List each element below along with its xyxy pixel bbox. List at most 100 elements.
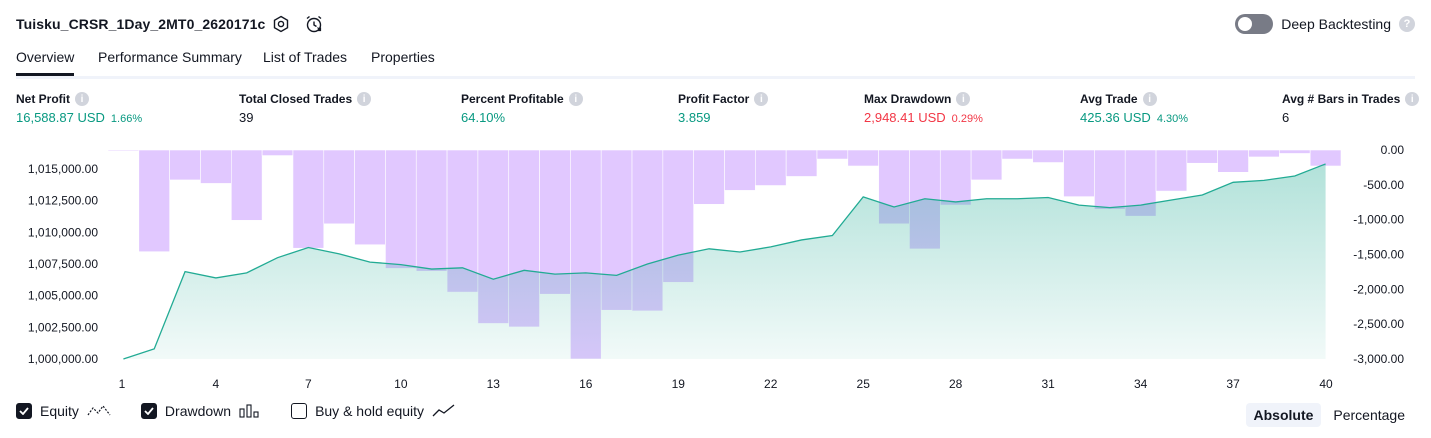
deep-backtesting-toggle[interactable] [1235,14,1274,34]
right-axis-tick-label: -500.00 [1363,178,1404,192]
info-icon[interactable]: i [1142,92,1157,106]
tab-overview[interactable]: Overview [16,49,75,76]
metric-label-net-profit: Net Profit i [16,92,142,106]
info-icon[interactable]: i [75,92,89,106]
info-icon[interactable]: i [568,92,583,106]
x-axis-tick-label: 13 [487,377,501,391]
left-axis-tick-label: 1,012,500.00 [28,194,98,208]
total-closed-trades-label: Total Closed Trades [239,92,353,106]
metric-max-drawdown: Max Drawdown i 2,948.41 USD 0.29% [864,92,983,125]
metric-net-profit: Net Profit i 16,588.87 USD 1.66% [16,92,142,125]
strategy-title: Tuisku_CRSR_1Day_2MT0_2620171c [16,16,266,32]
drawdown-bar [1094,149,1126,210]
info-icon[interactable]: i [754,92,769,106]
deep-backtesting-label: Deep Backtesting [1281,16,1391,32]
legend-buy-hold[interactable]: Buy & hold equity [291,403,456,419]
drawdown-bar [693,149,725,205]
check-icon [144,407,154,415]
drawdown-bar [1309,149,1342,167]
help-icon[interactable]: ? [1399,16,1415,32]
drawdown-bar [1186,149,1219,164]
check-icon [19,407,29,415]
tab-bar: Overview Performance Summary List of Tra… [16,46,1415,79]
metric-profit-factor: Profit Factor i 3.859 [678,92,769,125]
x-axis-tick-label: 16 [579,377,593,391]
settings-icon[interactable] [270,13,292,35]
left-axis-tick-label: 1,002,500.00 [28,320,98,334]
alert-clock-icon[interactable] [303,13,325,35]
x-axis-tick-label: 19 [672,377,686,391]
percent-profitable-value: 64.10% [461,110,506,125]
tab-performance-summary[interactable]: Performance Summary [98,49,242,65]
toggle-knob [1238,17,1253,31]
x-axis-tick-label: 10 [394,377,408,391]
tab-properties[interactable]: Properties [371,49,435,65]
left-axis-tick-label: 1,000,000.00 [28,352,98,366]
x-axis-tick-label: 7 [305,377,312,391]
metric-avg-trade: Avg Trade i 425.36 USD 4.30% [1080,92,1188,125]
left-axis: 1,000,000.00 1,002,500.00 1,005,000.00 1,00… [28,162,98,366]
drawdown-bar [200,149,232,184]
x-axis-tick-label: 34 [1134,377,1148,391]
drawdown-checkbox[interactable] [140,403,157,419]
x-axis-tick-label: 1 [119,377,126,391]
x-axis-tick-label: 22 [764,377,778,391]
metric-label-profit-factor: Profit Factor i [678,92,769,106]
chart-legend: Equity Drawdown Buy & hold equity [16,403,486,419]
metric-total-closed-trades: Total Closed Trades i 39 [239,92,372,125]
drawdown-bar [231,149,263,221]
info-icon[interactable]: i [956,92,971,106]
legend-drawdown[interactable]: Drawdown [140,403,261,419]
drawdown-bar [755,149,787,186]
alert-clock-icon-glyph [306,15,322,33]
drawdown-bar [816,149,849,160]
deep-backtesting-control: Deep Backtesting ? [1235,14,1415,34]
drawdown-bar [970,149,1003,181]
equity-legend-label: Equity [40,403,79,419]
drawdown-bar [1217,149,1249,173]
metric-label-avg-trade: Avg Trade i [1080,92,1188,106]
absolute-button[interactable]: Absolute [1245,403,1322,427]
left-axis-tick-label: 1,015,000.00 [28,162,98,176]
net-profit-label: Net Profit [16,92,70,106]
right-axis-tick-label: 0.00 [1381,143,1405,157]
drawdown-bar [323,149,355,225]
metric-label-total-closed-trades: Total Closed Trades i [239,92,372,106]
drawdown-bar [939,149,972,206]
drawdown-bars-icon [239,404,259,418]
max-drawdown-pct: 0.29% [951,113,983,125]
x-axis: 1 4 7 10 13 16 19 22 25 28 31 34 37 40 [119,377,1333,391]
equity-line-icon [87,404,111,416]
net-profit-value-row: 16,588.87 USD 1.66% [16,110,142,125]
drawdown-bar [1032,149,1064,163]
drawdown-bar [724,149,756,191]
avg-trade-value: 425.36 USD [1080,110,1151,125]
equity-checkbox[interactable] [16,403,32,419]
info-icon[interactable]: i [1405,92,1420,106]
left-axis-tick-label: 1,005,000.00 [28,289,98,303]
metric-label-max-drawdown: Max Drawdown i [864,92,983,106]
right-axis: 0.00 -500.00 -1,000.00 -1,500.00 -2,000.00 -2… [1353,143,1404,366]
legend-equity[interactable]: Equity [16,403,111,419]
avg-trade-value-row: 425.36 USD 4.30% [1080,110,1188,125]
right-axis-tick-label: -1,000.00 [1353,213,1404,227]
x-axis-tick-label: 31 [1041,377,1055,391]
profit-factor-label: Profit Factor [678,92,750,106]
net-profit-value: 16,588.87 USD [16,110,105,125]
drawdown-bar [1155,149,1188,192]
info-icon[interactable]: i [357,92,372,106]
equity-area [123,163,1326,359]
drawdown-bar [261,149,294,156]
equity-drawdown-chart[interactable]: 1,000,000.00 1,002,500.00 1,005,000.00 1,00… [0,140,1431,400]
percentage-button[interactable]: Percentage [1333,407,1405,423]
drawdown-bar [1248,149,1280,158]
drawdown-bar [1001,149,1034,160]
x-axis-tick-label: 28 [949,377,963,391]
metric-label-percent-profitable: Percent Profitable i [461,92,583,106]
x-axis-tick-label: 37 [1226,377,1240,391]
metric-percent-profitable: Percent Profitable i 64.10% [461,92,583,125]
tab-list-of-trades[interactable]: List of Trades [263,49,348,65]
drawdown-bar [138,149,170,253]
buy-hold-checkbox[interactable] [291,403,308,419]
avg-bars-value: 6 [1282,110,1290,125]
